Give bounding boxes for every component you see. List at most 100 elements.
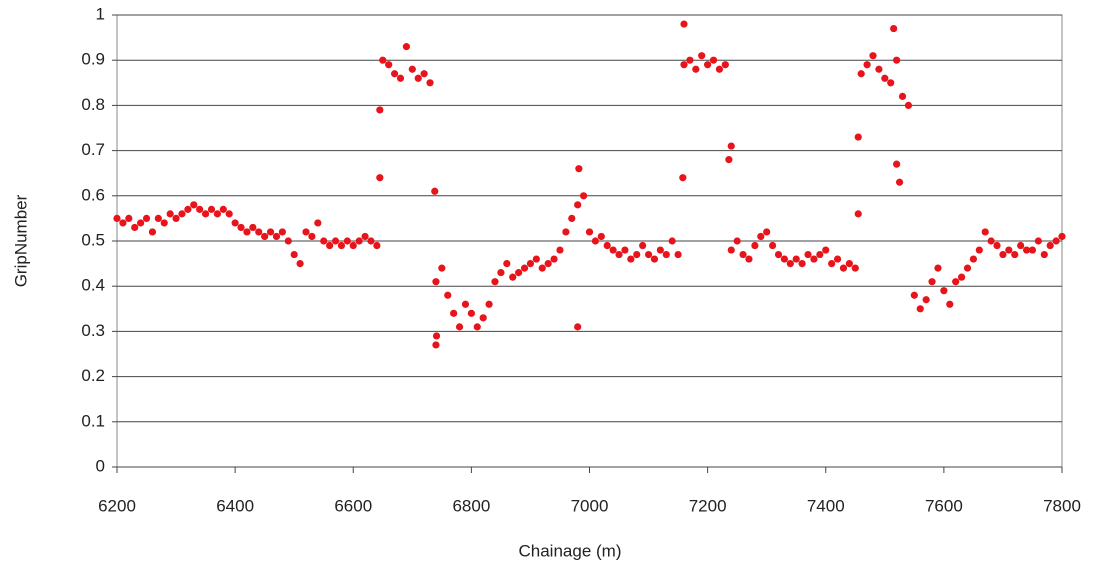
y-tick-label: 0.1 (81, 411, 105, 430)
data-point (1022, 246, 1031, 254)
data-point (1058, 232, 1066, 241)
data-point (668, 237, 676, 245)
data-point (887, 79, 895, 87)
data-point (160, 219, 168, 227)
data-point (538, 264, 546, 272)
data-point (296, 260, 304, 268)
data-point (928, 278, 936, 286)
data-point (1046, 241, 1054, 250)
data-point (627, 255, 635, 263)
data-point (609, 246, 617, 254)
data-point (786, 260, 794, 268)
x-tick-label: 7400 (807, 496, 845, 515)
y-tick-label: 0.9 (81, 50, 105, 69)
data-point (721, 61, 729, 69)
data-point (550, 255, 558, 263)
data-point (355, 237, 363, 245)
data-point (904, 101, 913, 109)
data-point (320, 237, 328, 245)
data-point (1052, 237, 1060, 245)
data-point (881, 74, 889, 82)
data-point (326, 241, 334, 250)
data-point (426, 79, 434, 87)
data-point (408, 65, 416, 73)
x-tick-label: 6800 (452, 496, 490, 515)
data-point (473, 323, 481, 331)
data-point (113, 214, 121, 222)
data-point (1011, 250, 1019, 259)
data-point (142, 214, 151, 222)
data-point (196, 205, 204, 213)
data-point (314, 219, 322, 227)
data-point (869, 52, 877, 60)
data-point (532, 255, 540, 263)
data-point (184, 205, 192, 213)
data-point (154, 214, 162, 222)
y-tick-label: 0.6 (81, 185, 105, 204)
data-point (343, 237, 351, 245)
y-tick-label: 0.7 (81, 140, 105, 159)
data-point (999, 250, 1007, 259)
data-point (432, 278, 440, 286)
data-point (591, 237, 600, 245)
data-point (709, 56, 718, 64)
data-point (455, 323, 464, 331)
data-point (893, 56, 901, 64)
data-point (851, 264, 859, 272)
data-point (910, 291, 918, 299)
data-point (562, 228, 570, 236)
data-point (349, 241, 357, 250)
data-point (231, 219, 239, 227)
data-point (822, 246, 830, 254)
data-point (733, 237, 741, 245)
x-tick-label: 6400 (216, 496, 254, 515)
data-point (757, 232, 765, 241)
data-point (940, 287, 948, 295)
data-point (828, 260, 836, 268)
data-point (461, 300, 470, 308)
data-point (890, 24, 898, 33)
data-point (692, 65, 700, 73)
data-point (679, 174, 687, 182)
data-point (934, 264, 942, 272)
data-point (255, 228, 263, 236)
y-tick-label: 0.2 (81, 366, 105, 385)
data-point (479, 314, 487, 322)
x-tick-label: 7600 (925, 496, 963, 515)
data-point (804, 250, 812, 259)
data-point (414, 74, 422, 82)
data-point (272, 232, 281, 241)
data-point (125, 214, 133, 222)
data-point (308, 232, 316, 241)
data-point (751, 241, 759, 250)
data-point (656, 246, 664, 254)
data-point (798, 260, 806, 268)
data-point (207, 205, 216, 213)
data-point (431, 187, 439, 195)
data-point (810, 255, 818, 263)
data-point (845, 260, 853, 268)
data-point (385, 61, 393, 69)
data-point (284, 237, 292, 245)
data-point (1040, 250, 1048, 259)
data-point (201, 210, 210, 218)
data-point (367, 237, 375, 245)
data-point (963, 264, 972, 272)
data-point (650, 255, 659, 263)
data-point (952, 278, 960, 286)
data-point (774, 250, 783, 259)
data-point (266, 228, 275, 236)
data-point (249, 223, 257, 232)
data-point (898, 92, 907, 100)
data-point (402, 43, 411, 51)
data-point (396, 74, 405, 82)
data-point (497, 269, 505, 277)
data-point (432, 341, 440, 349)
data-point (509, 273, 517, 281)
data-point (725, 156, 733, 164)
x-tick-label: 7200 (689, 496, 727, 515)
data-point (556, 246, 564, 254)
data-point (526, 260, 535, 268)
data-point (644, 250, 653, 259)
